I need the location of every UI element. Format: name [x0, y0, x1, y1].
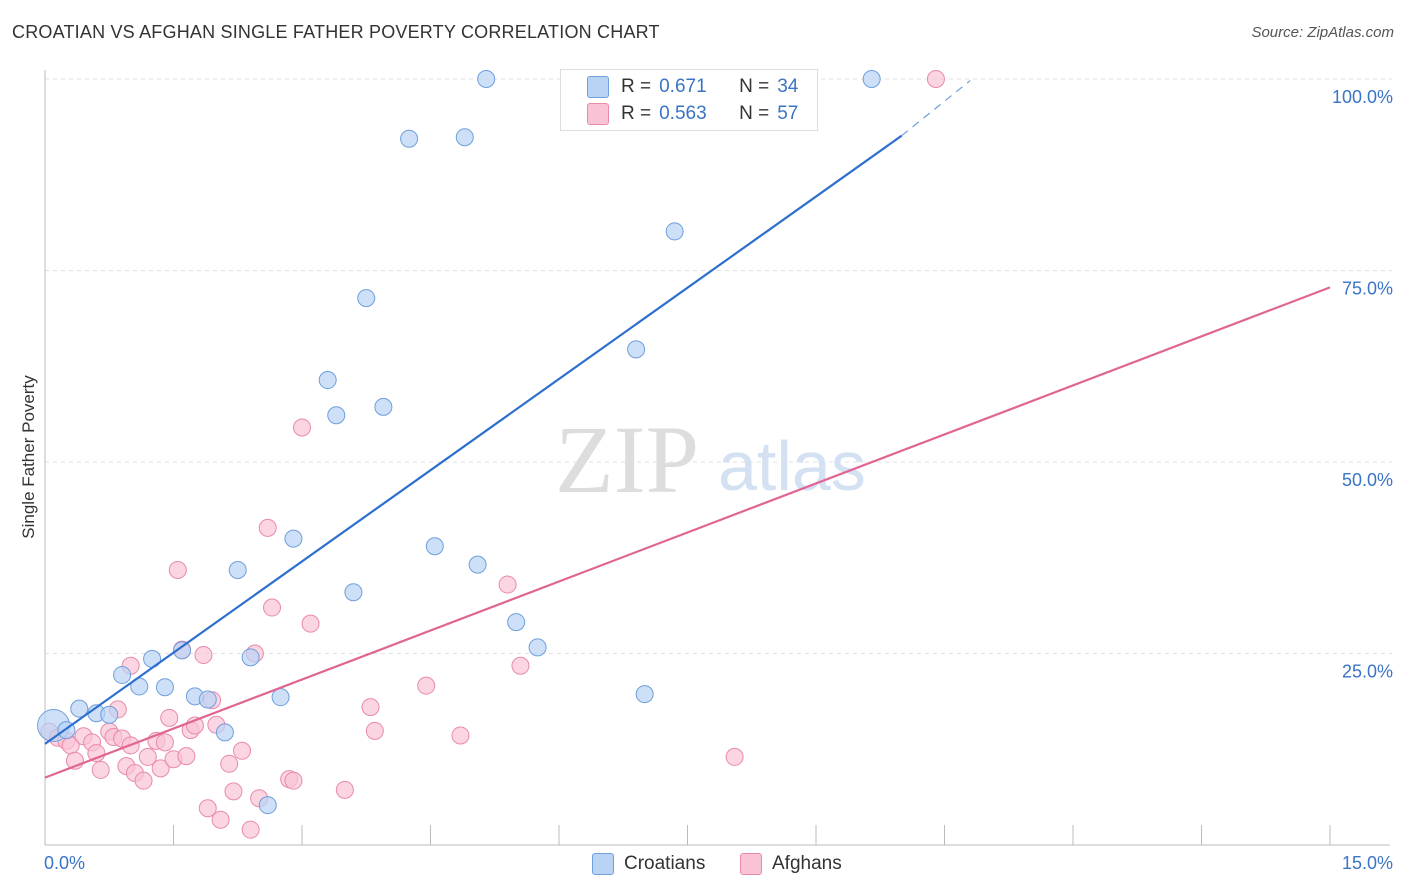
afghans-point — [224, 782, 243, 801]
series-legend-afghans: Afghans — [740, 852, 842, 876]
croatians-point — [862, 70, 881, 88]
croatians-point — [357, 289, 376, 308]
croatians-point — [477, 70, 496, 88]
croatians-point — [70, 699, 89, 718]
afghans-point — [155, 733, 174, 752]
croatians-point — [241, 648, 260, 667]
source-credit: Source: ZipAtlas.com — [1251, 24, 1394, 41]
r-label: R = — [621, 76, 652, 97]
croatians-point — [425, 537, 444, 556]
croatians-points — [37, 70, 881, 815]
afghans-point — [451, 726, 470, 745]
croatians-point — [374, 397, 393, 416]
croatians-r-value: 0.671 — [659, 76, 707, 97]
afghans-point — [138, 747, 157, 766]
afghans-point — [168, 561, 187, 580]
croatians-point — [455, 128, 474, 147]
chart-title: CROATIAN VS AFGHAN SINGLE FATHER POVERTY… — [12, 22, 660, 42]
croatians-point — [228, 561, 247, 580]
croatians-trend-extension — [901, 80, 971, 137]
afghans-trend-line — [44, 286, 1331, 779]
x-axis-ticks — [173, 825, 1331, 845]
croatians-legend-swatch — [592, 853, 614, 875]
afghans-point — [263, 598, 282, 617]
afghans-point — [91, 760, 110, 779]
afghans-legend-swatch — [740, 853, 762, 875]
y-tick-label-50: 50.0% — [1342, 470, 1393, 490]
y-tick-label-100: 100.0% — [1332, 87, 1393, 107]
croatians-point — [258, 796, 277, 815]
afghans-point — [220, 754, 239, 773]
croatians-point — [627, 340, 646, 359]
x-tick-label-max: 15.0% — [1342, 853, 1393, 873]
croatians-point — [100, 705, 119, 724]
afghans-n-value: 57 — [777, 103, 799, 124]
n-label: N = — [739, 103, 770, 124]
trend-lines — [44, 80, 1331, 779]
afghans-point — [194, 646, 213, 665]
watermark-zip: ZIP — [555, 406, 699, 513]
grid-lines — [45, 78, 1392, 654]
croatians-point — [344, 583, 363, 602]
afghans-r-value: 0.563 — [659, 103, 707, 124]
afghans-point — [926, 70, 945, 88]
afghans-point — [284, 771, 303, 790]
afghans-point — [241, 820, 260, 839]
croatians-point — [528, 638, 547, 657]
croatians-point — [271, 688, 290, 707]
afghans-point — [365, 721, 384, 740]
croatians-point — [400, 129, 419, 148]
croatians-point — [468, 555, 487, 574]
x-tick-label-min: 0.0% — [44, 853, 85, 873]
r-label: R = — [621, 103, 652, 124]
afghans-point — [293, 418, 311, 437]
afghans-point — [498, 575, 517, 594]
legend-row-afghans: R = 0.563 N = 57 — [587, 102, 798, 126]
y-tick-labels: 25.0% 50.0% 75.0% 100.0% — [1332, 87, 1393, 682]
x-tick-labels: 0.0% 15.0% — [44, 853, 1393, 873]
croatians-point — [198, 690, 217, 709]
n-label: N = — [739, 76, 770, 97]
afghans-point — [417, 676, 436, 695]
afghans-point — [211, 810, 230, 829]
afghans-point — [511, 656, 530, 675]
afghans-point — [361, 698, 380, 717]
correlation-legend: R = 0.671 N = 34 R = 0.563 N = 57 — [560, 69, 818, 131]
croatians-point — [155, 678, 174, 697]
afghans-swatch — [587, 103, 609, 125]
y-axis-label: Single Father Poverty — [19, 375, 38, 539]
croatians-legend-label: Croatians — [624, 853, 706, 874]
series-legend-croatians: Croatians — [592, 852, 705, 876]
croatians-point — [635, 685, 654, 704]
afghans-point — [151, 759, 170, 778]
croatians-point — [318, 371, 337, 390]
croatians-point — [507, 613, 526, 632]
afghans-legend-label: Afghans — [772, 853, 842, 874]
legend-row-croatians: R = 0.671 N = 34 — [587, 75, 798, 99]
afghans-point — [233, 741, 252, 760]
croatians-point — [113, 665, 132, 684]
croatians-n-value: 34 — [777, 76, 799, 97]
afghans-point — [160, 708, 179, 727]
croatians-swatch — [587, 76, 609, 98]
afghans-point — [301, 614, 320, 633]
croatians-trend-line — [44, 134, 903, 745]
afghans-point — [725, 747, 744, 766]
afghans-point — [134, 771, 153, 790]
y-tick-label-25: 25.0% — [1342, 662, 1393, 682]
croatians-point — [665, 222, 684, 241]
croatians-point — [173, 641, 192, 660]
croatians-point — [215, 723, 234, 742]
croatians-point — [327, 406, 346, 425]
croatians-point — [284, 529, 303, 548]
y-tick-label-75: 75.0% — [1342, 279, 1393, 299]
afghans-point — [258, 518, 277, 537]
afghans-point — [198, 799, 217, 818]
afghans-point — [335, 780, 354, 799]
afghans-point — [177, 747, 196, 766]
